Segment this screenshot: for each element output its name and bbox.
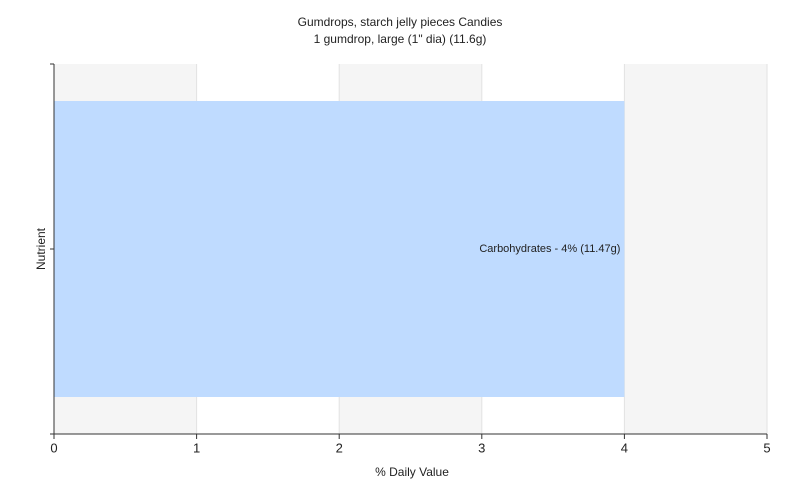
x-tick-label: 2	[336, 440, 343, 455]
y-axis-label: Nutrient	[34, 227, 48, 270]
chart-title: Gumdrops, starch jelly pieces Candies	[298, 15, 503, 29]
plot-band	[624, 64, 767, 434]
chart-subtitle: 1 gumdrop, large (1" dia) (11.6g)	[314, 32, 487, 46]
x-tick-label: 1	[193, 440, 200, 455]
x-axis-label: % Daily Value	[375, 465, 449, 479]
bar	[54, 101, 625, 397]
x-tick-label: 4	[621, 440, 628, 455]
x-tick-label: 3	[478, 440, 485, 455]
x-tick-label: 0	[50, 440, 57, 455]
x-tick-label: 5	[763, 440, 770, 455]
bar-label: Carbohydrates - 4% (11.47g)	[479, 243, 620, 255]
